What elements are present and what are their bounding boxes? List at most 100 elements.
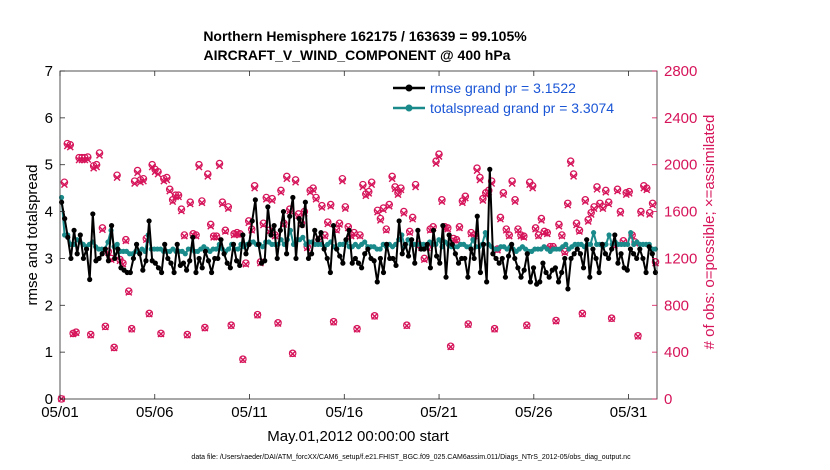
rmse-point xyxy=(196,255,202,262)
obs-assimilated-point xyxy=(529,184,537,192)
rmse-point xyxy=(255,241,262,247)
obs-assimilated-point xyxy=(447,343,455,351)
rmse-point xyxy=(140,267,146,273)
obs-assimilated-point xyxy=(207,222,215,230)
chart-title-line1: Northern Hemisphere 162175 / 163639 = 99… xyxy=(203,28,527,44)
obs-assimilated-point xyxy=(163,176,171,184)
obs-assimilated-point xyxy=(169,198,177,206)
obs-assimilated-point xyxy=(438,198,446,206)
obs-possible-point xyxy=(145,309,154,318)
x-tick-label: 05/26 xyxy=(515,404,553,421)
rmse-point xyxy=(499,255,505,262)
rmse-point xyxy=(74,251,80,257)
rmse-point xyxy=(249,218,255,224)
obs-assimilated-point xyxy=(93,163,101,171)
obs-possible-point xyxy=(335,219,344,228)
obs-possible-point xyxy=(496,213,505,222)
obs-assimilated-point xyxy=(491,325,499,333)
rmse-point xyxy=(68,255,74,262)
obs-assimilated-point xyxy=(259,221,267,229)
obs-assimilated-point xyxy=(180,232,188,240)
obs-possible-point xyxy=(514,225,522,233)
rmse-point xyxy=(546,274,552,280)
obs-possible-point xyxy=(364,187,373,196)
obs-assimilated-point xyxy=(564,201,572,209)
rmse-point xyxy=(321,246,327,252)
rmse-point xyxy=(512,255,518,262)
obs-possible-point xyxy=(376,214,385,223)
rmse-point xyxy=(274,255,280,262)
y-tick-label: 4 xyxy=(45,204,53,221)
x-tick-label: 05/31 xyxy=(610,404,648,421)
obs-possible-point xyxy=(522,321,531,330)
obs-assimilated-point xyxy=(605,200,613,208)
obs-possible-point xyxy=(329,317,338,326)
rmse-point xyxy=(480,241,487,247)
rmse-point xyxy=(455,260,462,266)
rmse-point xyxy=(318,230,324,236)
obs-possible-point xyxy=(563,199,572,208)
obs-assimilated-point xyxy=(649,201,657,209)
rmse-point xyxy=(646,244,652,250)
obs-assimilated-point xyxy=(570,172,578,180)
obs-assimilated-point xyxy=(201,324,209,332)
rmse-point xyxy=(227,265,233,271)
totalspread-point xyxy=(405,237,411,243)
obs-assimilated-point xyxy=(125,288,133,296)
totalspread-point xyxy=(235,246,241,252)
obs-possible-point xyxy=(490,324,499,333)
totalspread-point xyxy=(606,232,612,238)
y-axis-right: 0 400 800 1200 1600 2000 2400 2800 xyxy=(652,63,697,408)
obs-possible-point xyxy=(645,208,654,217)
rmse-point xyxy=(187,258,193,264)
y2-tick-label: 2800 xyxy=(664,63,697,80)
rmse-point xyxy=(624,267,630,273)
obs-assimilated-point xyxy=(511,198,519,206)
obs-assimilated-point xyxy=(581,198,589,206)
rmse-point xyxy=(65,234,71,240)
totalspread-point xyxy=(628,230,634,236)
obs-assimilated-point xyxy=(224,205,232,213)
obs-possible-point xyxy=(122,235,130,244)
obs-assimilated-point xyxy=(324,220,332,228)
rmse-point xyxy=(162,241,168,247)
obs-possible-point xyxy=(537,214,546,223)
obs-possible-point xyxy=(353,324,361,333)
obs-assimilated-point xyxy=(455,224,463,232)
rmse-point xyxy=(374,279,380,285)
rmse-point xyxy=(293,255,299,262)
x-tick-label: 05/06 xyxy=(136,404,174,421)
rmse-point xyxy=(365,246,371,252)
obs-assimilated-point xyxy=(499,191,507,199)
rmse-point xyxy=(165,255,171,262)
rmse-point xyxy=(90,211,96,217)
rmse-point xyxy=(146,218,152,224)
obs-assimilated-point xyxy=(113,174,121,182)
obs-possible-point xyxy=(288,349,297,358)
obs-possible-point xyxy=(110,343,118,352)
obs-possible-point xyxy=(461,192,470,201)
rmse-point xyxy=(130,255,137,262)
rmse-point xyxy=(427,265,433,271)
obs-possible-point xyxy=(370,312,379,320)
rmse-point xyxy=(396,218,402,224)
y-tick-label: 5 xyxy=(45,157,53,174)
obs-assimilated-point xyxy=(496,215,504,223)
obs-assimilated-point xyxy=(312,195,320,203)
obs-assimilated-point xyxy=(75,156,83,164)
rmse-point xyxy=(449,241,455,247)
obs-possible-point xyxy=(221,226,230,235)
rmse-point xyxy=(296,216,302,222)
rmse-point xyxy=(521,267,527,273)
rmse-point xyxy=(112,255,118,262)
rmse-point xyxy=(465,274,471,280)
legend-rmse-marker xyxy=(405,84,413,92)
rmse-point xyxy=(230,241,237,247)
y-tick-label: 6 xyxy=(45,110,53,127)
rmse-point xyxy=(637,246,643,252)
y-tick-label: 0 xyxy=(45,391,53,408)
obs-possible-point xyxy=(253,310,262,319)
rmse-point xyxy=(265,204,271,210)
rmse-point xyxy=(137,251,143,257)
obs-possible-point xyxy=(218,198,227,207)
